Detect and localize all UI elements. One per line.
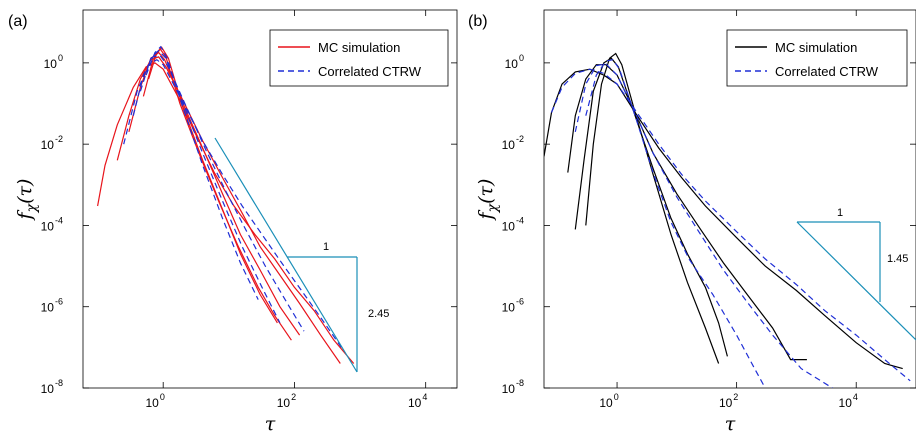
slope-run-label: 1 <box>323 241 329 253</box>
x-tick-exponent: 0 <box>614 392 619 402</box>
legend-label: Correlated CTRW <box>775 64 879 79</box>
legend: MC simulation Correlated CTRW <box>269 29 449 87</box>
slope-hypotenuse <box>796 221 916 341</box>
y-tick-label: 10-6 <box>41 297 63 315</box>
y-tick-label: 10-2 <box>41 134 63 152</box>
slope-triangle: 12.45 <box>214 137 389 373</box>
y-tick-exponent: -2 <box>55 134 63 144</box>
x-tick-exponent: 2 <box>291 392 296 402</box>
series-line-4 <box>142 47 292 341</box>
x-axis-label: τ <box>265 413 276 435</box>
series-line-2 <box>116 56 341 364</box>
series-group <box>97 45 355 364</box>
legend-box <box>726 29 908 87</box>
y-axis-label-argument: (τ) <box>475 179 497 204</box>
y-tick-exponent: 0 <box>519 53 524 63</box>
panel-label: (a) <box>8 13 28 30</box>
y-tick-exponent: -4 <box>55 215 63 225</box>
series-line-4 <box>585 52 720 364</box>
x-axis-label: τ <box>725 413 736 435</box>
x-tick-exponent: 2 <box>733 392 738 402</box>
y-tick-label: 10-4 <box>41 215 63 233</box>
chart-panel-b: 100 102 10410010-210-410-610-8τfχ(τ)(b)11.… <box>468 9 916 435</box>
series-line-7 <box>132 55 305 332</box>
panel-label: (b) <box>468 13 488 30</box>
y-tick-exponent: -6 <box>55 297 63 307</box>
chart-panel-a: 100 102 10410010-210-410-610-8τfχ(τ)(a)12.… <box>8 9 458 435</box>
series-line-5 <box>148 46 278 324</box>
x-tick-exponent: 4 <box>853 392 858 402</box>
series-line-1 <box>97 62 355 364</box>
y-tick-label: 10-4 <box>502 215 524 233</box>
legend-box <box>269 29 449 87</box>
slope-rise-label: 2.45 <box>368 308 389 320</box>
y-tick-label: 10-2 <box>502 134 524 152</box>
legend-label: MC simulation <box>318 40 400 55</box>
series-line-6 <box>574 63 833 388</box>
series-line-3 <box>128 51 301 336</box>
y-tick-label: 10-8 <box>41 378 63 396</box>
x-tick-exponent: 4 <box>422 392 427 402</box>
series-group <box>544 52 911 388</box>
y-tick-exponent: -8 <box>55 378 63 388</box>
series-line-7 <box>585 59 766 388</box>
y-axis-label: fχ(τ) <box>475 179 501 222</box>
x-tick-label: 104 <box>408 392 427 410</box>
y-axis-label-argument: (τ) <box>14 179 36 204</box>
x-tick-label: 100 <box>145 392 164 410</box>
y-tick-exponent: 0 <box>58 53 63 63</box>
slope-hypotenuse <box>214 137 358 373</box>
x-tick-exponent: 0 <box>160 392 165 402</box>
slope-rise-label: 1.45 <box>887 253 908 265</box>
x-tick-label: 102 <box>277 392 296 410</box>
slope-run-label: 1 <box>837 207 843 219</box>
x-tick-label: 104 <box>839 392 858 410</box>
series-line-9 <box>145 45 259 300</box>
y-axis-label-subscript: χ <box>485 202 501 213</box>
legend-label: Correlated CTRW <box>318 64 422 79</box>
axes-box <box>543 9 916 389</box>
y-tick-exponent: -8 <box>516 378 524 388</box>
x-tick-label: 100 <box>599 392 618 410</box>
legend-label: MC simulation <box>775 40 857 55</box>
series-line-3 <box>574 57 728 357</box>
y-tick-exponent: -4 <box>516 215 524 225</box>
y-tick-exponent: -6 <box>516 297 524 307</box>
y-tick-label: 100 <box>505 53 524 71</box>
legend: MC simulation Correlated CTRW <box>726 29 908 87</box>
axes-box <box>82 9 458 389</box>
y-tick-exponent: -2 <box>516 134 524 144</box>
y-tick-label: 10-8 <box>502 378 524 396</box>
x-tick-label: 102 <box>719 392 738 410</box>
y-axis-label: fχ(τ) <box>14 179 40 222</box>
series-line-1 <box>544 68 903 370</box>
y-tick-label: 100 <box>44 53 63 71</box>
slope-triangle: 11.45 <box>796 207 916 341</box>
y-axis-label-subscript: χ <box>24 202 40 213</box>
series-line-2 <box>567 64 807 361</box>
series-line-5 <box>550 68 911 382</box>
y-tick-label: 10-6 <box>502 297 524 315</box>
